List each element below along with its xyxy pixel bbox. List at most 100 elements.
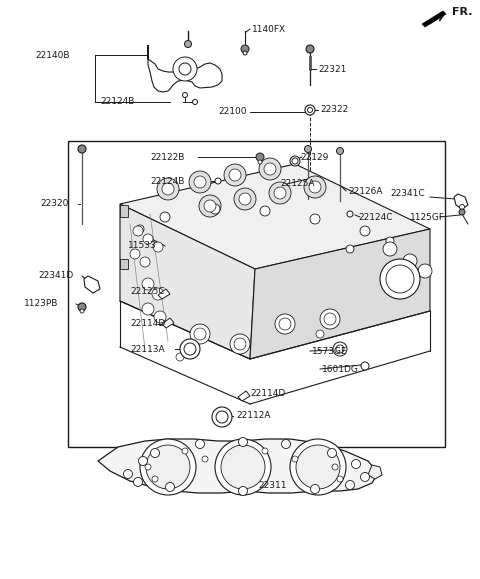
Circle shape xyxy=(139,456,147,466)
Text: 1140FX: 1140FX xyxy=(252,24,286,34)
Circle shape xyxy=(459,204,465,210)
Circle shape xyxy=(153,242,163,252)
Circle shape xyxy=(308,108,312,112)
Circle shape xyxy=(216,411,228,423)
Circle shape xyxy=(230,334,250,354)
Circle shape xyxy=(346,481,355,489)
Circle shape xyxy=(336,345,344,353)
Circle shape xyxy=(333,342,347,356)
Circle shape xyxy=(275,314,295,334)
Circle shape xyxy=(123,470,132,478)
Text: 22320: 22320 xyxy=(40,200,68,208)
Polygon shape xyxy=(368,465,382,479)
Circle shape xyxy=(296,445,340,489)
Circle shape xyxy=(130,249,140,259)
Circle shape xyxy=(279,318,291,330)
Circle shape xyxy=(336,148,344,155)
Text: 11533: 11533 xyxy=(128,241,157,251)
Circle shape xyxy=(78,145,86,153)
Bar xyxy=(68,141,445,447)
Circle shape xyxy=(386,265,414,293)
Circle shape xyxy=(304,145,312,152)
Circle shape xyxy=(361,362,369,370)
Text: 22140B: 22140B xyxy=(35,50,70,60)
Circle shape xyxy=(157,178,179,200)
Circle shape xyxy=(180,339,200,359)
Circle shape xyxy=(418,264,432,278)
Circle shape xyxy=(166,482,175,492)
Text: 1125GF: 1125GF xyxy=(410,212,445,222)
Polygon shape xyxy=(238,391,250,401)
Circle shape xyxy=(78,303,86,311)
Circle shape xyxy=(145,464,151,470)
Polygon shape xyxy=(158,289,170,299)
Circle shape xyxy=(269,182,291,204)
Circle shape xyxy=(140,257,150,267)
Circle shape xyxy=(290,439,346,495)
Circle shape xyxy=(189,171,211,193)
Circle shape xyxy=(311,485,320,493)
Text: 22124B: 22124B xyxy=(100,97,134,107)
Text: 1601DG: 1601DG xyxy=(322,365,359,373)
Polygon shape xyxy=(120,204,255,359)
Circle shape xyxy=(229,169,241,181)
Circle shape xyxy=(199,195,221,217)
Circle shape xyxy=(142,278,154,290)
Circle shape xyxy=(133,478,143,486)
Circle shape xyxy=(310,214,320,224)
Circle shape xyxy=(152,288,164,300)
Circle shape xyxy=(204,200,216,212)
Text: 22112A: 22112A xyxy=(236,412,271,420)
Text: 22322: 22322 xyxy=(320,105,348,115)
Circle shape xyxy=(347,211,353,217)
Circle shape xyxy=(351,460,360,468)
Text: 22321: 22321 xyxy=(318,64,347,74)
Bar xyxy=(120,205,128,217)
Circle shape xyxy=(221,445,265,489)
Circle shape xyxy=(215,439,271,495)
Circle shape xyxy=(386,237,394,245)
Circle shape xyxy=(182,93,188,97)
Circle shape xyxy=(162,183,174,195)
Text: 22124C: 22124C xyxy=(358,212,393,222)
Text: 1573GE: 1573GE xyxy=(312,346,348,356)
Circle shape xyxy=(239,486,248,496)
Text: 22311: 22311 xyxy=(258,481,287,489)
Circle shape xyxy=(403,254,417,268)
Circle shape xyxy=(346,245,354,253)
Circle shape xyxy=(305,105,315,115)
Circle shape xyxy=(281,439,290,449)
Circle shape xyxy=(274,187,286,199)
Circle shape xyxy=(260,206,270,216)
Circle shape xyxy=(133,226,143,236)
Circle shape xyxy=(192,100,197,104)
Text: 22341D: 22341D xyxy=(38,272,73,280)
Circle shape xyxy=(202,456,208,462)
Circle shape xyxy=(239,193,251,205)
Circle shape xyxy=(151,449,159,457)
Circle shape xyxy=(259,158,281,180)
Circle shape xyxy=(316,330,324,338)
Text: 1123PB: 1123PB xyxy=(24,299,59,309)
Circle shape xyxy=(234,188,256,210)
Circle shape xyxy=(243,51,247,55)
Polygon shape xyxy=(422,11,446,27)
Circle shape xyxy=(142,303,154,315)
Circle shape xyxy=(179,63,191,75)
Polygon shape xyxy=(120,164,430,269)
Circle shape xyxy=(309,181,321,193)
Text: 22100: 22100 xyxy=(218,108,247,116)
Circle shape xyxy=(184,343,196,355)
Circle shape xyxy=(194,176,206,188)
Circle shape xyxy=(140,439,196,495)
Text: 22125A: 22125A xyxy=(280,179,314,189)
Text: 22114D: 22114D xyxy=(250,390,285,398)
Circle shape xyxy=(190,324,210,344)
Text: 22124B: 22124B xyxy=(150,177,184,185)
Text: 22341C: 22341C xyxy=(390,189,425,199)
Circle shape xyxy=(143,234,153,244)
Polygon shape xyxy=(148,45,222,92)
Circle shape xyxy=(264,163,276,175)
Text: 22125C: 22125C xyxy=(130,288,165,296)
Circle shape xyxy=(262,448,268,454)
